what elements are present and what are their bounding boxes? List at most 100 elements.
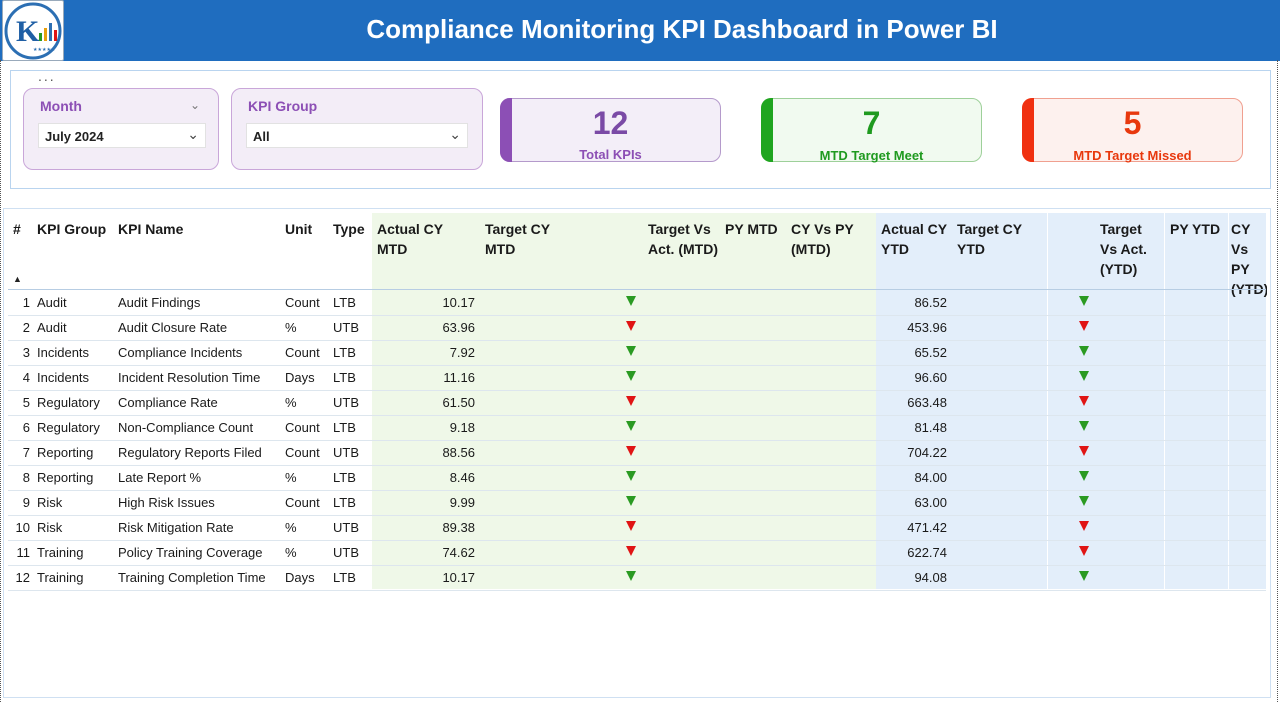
kpi-group-value: All <box>253 129 270 144</box>
green-down-triangle-icon <box>1079 571 1089 581</box>
table-row[interactable]: 2 Audit Audit Closure Rate% UTB 63.96 453.96 <box>8 315 1266 340</box>
actual-cy-mtd-cell: 10.17 <box>442 295 475 310</box>
table-row[interactable]: 10 Risk Risk Mitigation Rate% UTB 89.38 471.4… <box>8 515 1266 540</box>
chevron-down-icon[interactable]: ⌄ <box>190 98 201 112</box>
header-cy-vs-py-mtd[interactable]: CY Vs PY (MTD) <box>791 221 854 257</box>
kpi-group-cell: Incidents <box>37 345 90 360</box>
actual-cy-mtd-cell: 89.38 <box>442 520 475 535</box>
kpi-name-cell: Training Completion Time <box>118 570 266 585</box>
kpi-group-cell: Risk <box>37 520 63 535</box>
red-down-triangle-icon <box>626 546 636 556</box>
actual-cy-ytd-cell: 94.08 <box>914 570 947 585</box>
header-kpi-name[interactable]: KPI Name <box>118 221 184 237</box>
header-num[interactable]: # <box>13 221 21 237</box>
mtd-target-meet-label: MTD Target Meet <box>819 148 924 163</box>
unit-cell: % <box>285 545 297 560</box>
actual-cy-ytd-cell: 96.60 <box>914 370 947 385</box>
company-logo: K ★★★★★ <box>2 0 64 61</box>
type-cell: UTB <box>333 545 359 560</box>
table-row[interactable]: 7 Reporting Regulatory Reports Filed Count U… <box>8 440 1266 465</box>
kpi-name-cell: Risk Mitigation Rate <box>118 520 234 535</box>
table-row[interactable]: 1 Audit Audit Findings Count LTB 10.17 86.52 <box>8 290 1266 315</box>
unit-cell: Count <box>285 445 320 460</box>
unit-cell: Count <box>285 295 320 310</box>
column-separator <box>1164 213 1165 589</box>
type-cell: LTB <box>333 420 356 435</box>
row-divider <box>8 340 1266 341</box>
header-target-vs-act-mtd[interactable]: Target Vs Act. (MTD) <box>648 221 718 257</box>
table-row[interactable]: 9 Risk High Risk Issues Count LTB 9.99 63.00 <box>8 490 1266 515</box>
type-cell: LTB <box>333 495 356 510</box>
green-down-triangle-icon <box>626 346 636 356</box>
red-down-triangle-icon <box>626 396 636 406</box>
green-down-triangle-icon <box>1079 371 1089 381</box>
sort-ascending-icon[interactable]: ▲ <box>13 274 22 284</box>
kpi-name-cell: Incident Resolution Time <box>118 370 261 385</box>
type-cell: UTB <box>333 445 359 460</box>
actual-cy-mtd-cell: 9.18 <box>449 420 475 435</box>
kpi-table <box>3 208 1271 698</box>
red-down-triangle-icon <box>1079 521 1089 531</box>
chevron-down-icon[interactable]: ⌄ <box>449 126 461 142</box>
header-actual-cy-mtd[interactable]: Actual CY MTD <box>377 221 443 257</box>
header-kpi-group[interactable]: KPI Group <box>37 221 107 237</box>
row-divider <box>8 565 1266 566</box>
header-target-vs-act-ytd[interactable]: Target Vs Act. (YTD) <box>1100 221 1147 277</box>
table-row[interactable]: 4 Incidents Incident Resolution Time Days LT… <box>8 365 1266 390</box>
kpi-group-cell: Reporting <box>37 470 94 485</box>
kpi-group-slicer[interactable]: KPI Group All ⌄ <box>231 88 483 170</box>
header-target-cy-mtd[interactable]: Target CY MTD <box>485 221 550 257</box>
actual-cy-ytd-cell: 471.42 <box>907 520 947 535</box>
column-separator <box>1228 213 1229 589</box>
chevron-down-icon[interactable]: ⌄ <box>187 126 199 142</box>
row-number: 11 <box>16 545 31 560</box>
header-unit[interactable]: Unit <box>285 221 313 237</box>
total-kpis-label: Total KPIs <box>579 147 642 162</box>
green-down-triangle-icon <box>1079 496 1089 506</box>
row-number: 7 <box>22 445 30 460</box>
header-cy-vs-py-ytd[interactable]: CY Vs PY (YTD) <box>1231 221 1267 297</box>
month-slicer[interactable]: Month ⌄ July 2024 ⌄ <box>23 88 219 170</box>
header-target-cy-ytd[interactable]: Target CY YTD <box>957 221 1022 257</box>
header-type[interactable]: Type <box>333 221 365 237</box>
mtd-columns-band <box>372 213 876 589</box>
canvas-border-left <box>0 60 1 702</box>
kpi-group-cell: Training <box>37 570 84 585</box>
red-down-triangle-icon <box>626 321 636 331</box>
title-bar: K ★★★★★ Compliance Monitoring KPI Dashbo… <box>0 0 1280 61</box>
header-py-ytd[interactable]: PY YTD <box>1170 221 1221 237</box>
more-options-icon[interactable]: ... <box>38 68 56 84</box>
mtd-target-meet-value: 7 <box>862 105 881 141</box>
red-down-triangle-icon <box>626 446 636 456</box>
table-row[interactable]: 6 Regulatory Non-Compliance Count Count LTB 9… <box>8 415 1266 440</box>
green-down-triangle-icon <box>626 421 636 431</box>
actual-cy-ytd-cell: 65.52 <box>914 345 947 360</box>
green-down-triangle-icon <box>1079 296 1089 306</box>
row-number: 12 <box>15 570 30 585</box>
row-number: 2 <box>22 320 30 335</box>
type-cell: UTB <box>333 395 359 410</box>
actual-cy-ytd-cell: 453.96 <box>907 320 947 335</box>
actual-cy-mtd-cell: 7.92 <box>449 345 475 360</box>
unit-cell: % <box>285 520 297 535</box>
card-accent <box>1022 98 1034 162</box>
row-divider <box>8 465 1266 466</box>
actual-cy-mtd-cell: 88.56 <box>442 445 475 460</box>
type-cell: LTB <box>333 570 356 585</box>
table-row[interactable]: 3 Incidents Compliance Incidents Count LTB 7.… <box>8 340 1266 365</box>
table-row[interactable]: 8 Reporting Late Report %% LTB 8.46 84.00 <box>8 465 1266 490</box>
red-down-triangle-icon <box>1079 446 1089 456</box>
table-row[interactable]: 5 Regulatory Compliance Rate% UTB 61.50 663.4… <box>8 390 1266 415</box>
row-number: 10 <box>15 520 30 535</box>
column-separator <box>1047 213 1048 589</box>
type-cell: UTB <box>333 320 359 335</box>
kpi-group-cell: Audit <box>37 320 67 335</box>
table-row[interactable]: 12 Training Training Completion Time Days LT… <box>8 565 1266 590</box>
row-divider <box>8 365 1266 366</box>
header-actual-cy-ytd[interactable]: Actual CY YTD <box>881 221 947 257</box>
table-row[interactable]: 11 Training Policy Training Coverage% UTB 74… <box>8 540 1266 565</box>
kpi-group-cell: Audit <box>37 295 67 310</box>
kpi-group-dropdown[interactable]: All ⌄ <box>246 123 468 148</box>
header-py-mtd[interactable]: PY MTD <box>725 221 778 237</box>
month-dropdown[interactable]: July 2024 ⌄ <box>38 123 206 148</box>
